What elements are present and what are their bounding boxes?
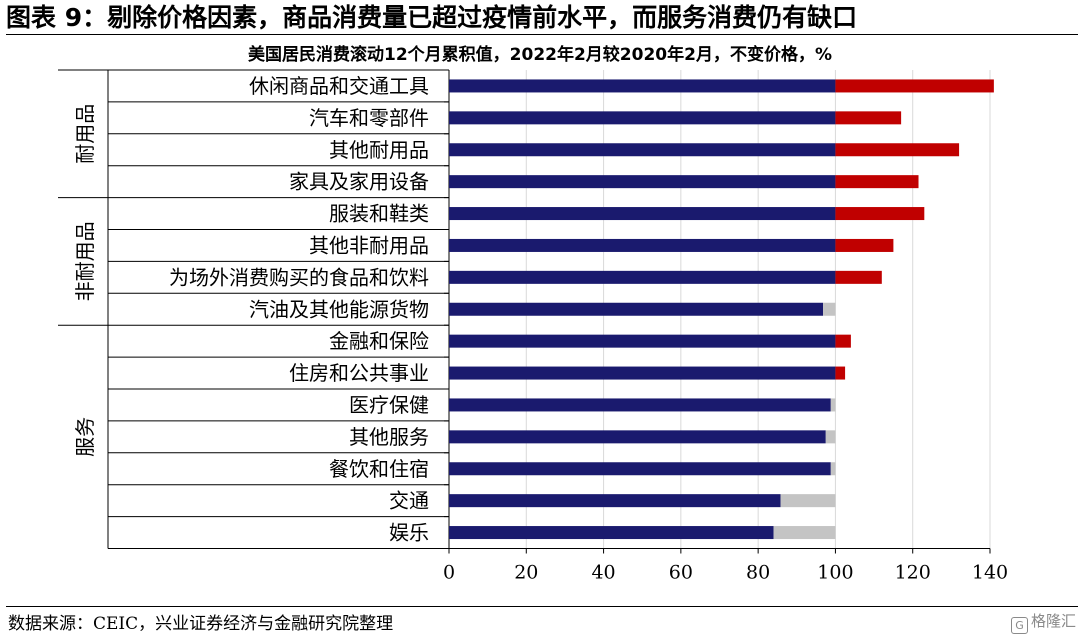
bar-base bbox=[449, 366, 836, 380]
bar-excess bbox=[835, 143, 960, 157]
category-label: 其他服务 bbox=[349, 425, 429, 449]
x-tick-label: 60 bbox=[669, 562, 693, 584]
bar-excess bbox=[835, 238, 894, 252]
bar-gap bbox=[780, 494, 836, 508]
bar-base bbox=[449, 143, 836, 157]
bar-base bbox=[449, 238, 836, 252]
source-rule bbox=[6, 606, 1078, 607]
category-label: 为场外消费购买的食品和饮料 bbox=[169, 265, 429, 289]
bar-base bbox=[449, 79, 836, 93]
watermark: G 格隆汇 bbox=[1010, 610, 1076, 634]
bar-excess bbox=[835, 175, 919, 189]
bar-excess bbox=[835, 207, 925, 221]
bar-excess bbox=[835, 270, 882, 284]
bar-base bbox=[449, 302, 824, 316]
group-label: 服务 bbox=[73, 417, 97, 457]
bar-base bbox=[449, 430, 826, 444]
group-label: 耐用品 bbox=[73, 104, 97, 164]
bar-base bbox=[449, 175, 836, 189]
category-label: 餐饮和住宿 bbox=[329, 457, 429, 481]
bar-gap bbox=[773, 526, 836, 540]
x-tick-label: 100 bbox=[817, 562, 853, 584]
bar-excess bbox=[835, 366, 846, 380]
x-tick-label: 120 bbox=[895, 562, 931, 584]
x-tick-label: 20 bbox=[514, 562, 538, 584]
bar-base bbox=[449, 462, 831, 476]
category-label: 其他耐用品 bbox=[329, 138, 429, 162]
bar-base bbox=[449, 111, 836, 125]
bar-gap bbox=[830, 398, 836, 412]
bar-gap bbox=[825, 430, 836, 444]
x-tick-label: 0 bbox=[443, 562, 455, 584]
bar-base bbox=[449, 207, 836, 221]
chart-title: 美国居民消费滚动12个月累积值，2022年2月较2020年2月，不变价格，% bbox=[248, 45, 832, 65]
bar-base bbox=[449, 494, 781, 508]
category-label: 休闲商品和交通工具 bbox=[249, 74, 429, 98]
watermark-logo-icon: G bbox=[1010, 617, 1028, 634]
bar-gap bbox=[823, 302, 836, 316]
x-tick-label: 40 bbox=[591, 562, 615, 584]
x-tick-label: 140 bbox=[972, 562, 1008, 584]
group-label: 非耐用品 bbox=[73, 221, 97, 301]
bar-excess bbox=[835, 79, 994, 93]
category-label: 住房和公共事业 bbox=[289, 361, 429, 385]
category-label: 汽车和零部件 bbox=[309, 106, 429, 130]
category-label: 汽油及其他能源货物 bbox=[249, 297, 429, 321]
category-label: 家具及家用设备 bbox=[289, 170, 429, 194]
bar-chart: 0 20 40 60 80 100 120 140 休闲商品和交通工具汽车和零部件其他耐用品家具… bbox=[58, 69, 1008, 584]
figure-title: 图表 9：剔除价格因素，商品消费量已超过疫情前水平，而服务消费仍有缺口 bbox=[6, 3, 858, 32]
bar-excess bbox=[835, 111, 902, 125]
x-tick-label: 80 bbox=[746, 562, 770, 584]
watermark-text: 格隆汇 bbox=[1030, 612, 1076, 630]
category-label: 娱乐 bbox=[389, 521, 429, 545]
title-rule bbox=[6, 34, 1078, 35]
bar-gap bbox=[830, 462, 836, 476]
bar-base bbox=[449, 270, 836, 284]
source-note: 数据来源：CEIC，兴业证券经济与金融研究院整理 bbox=[8, 614, 394, 634]
category-label: 服装和鞋类 bbox=[329, 202, 429, 226]
bar-excess bbox=[835, 334, 851, 348]
bar-base bbox=[449, 334, 836, 348]
bar-base bbox=[449, 526, 774, 540]
category-label: 金融和保险 bbox=[329, 329, 429, 353]
category-label: 交通 bbox=[389, 489, 429, 513]
bar-base bbox=[449, 398, 831, 412]
category-label: 医疗保健 bbox=[349, 393, 429, 417]
category-label: 其他非耐用品 bbox=[309, 233, 429, 257]
